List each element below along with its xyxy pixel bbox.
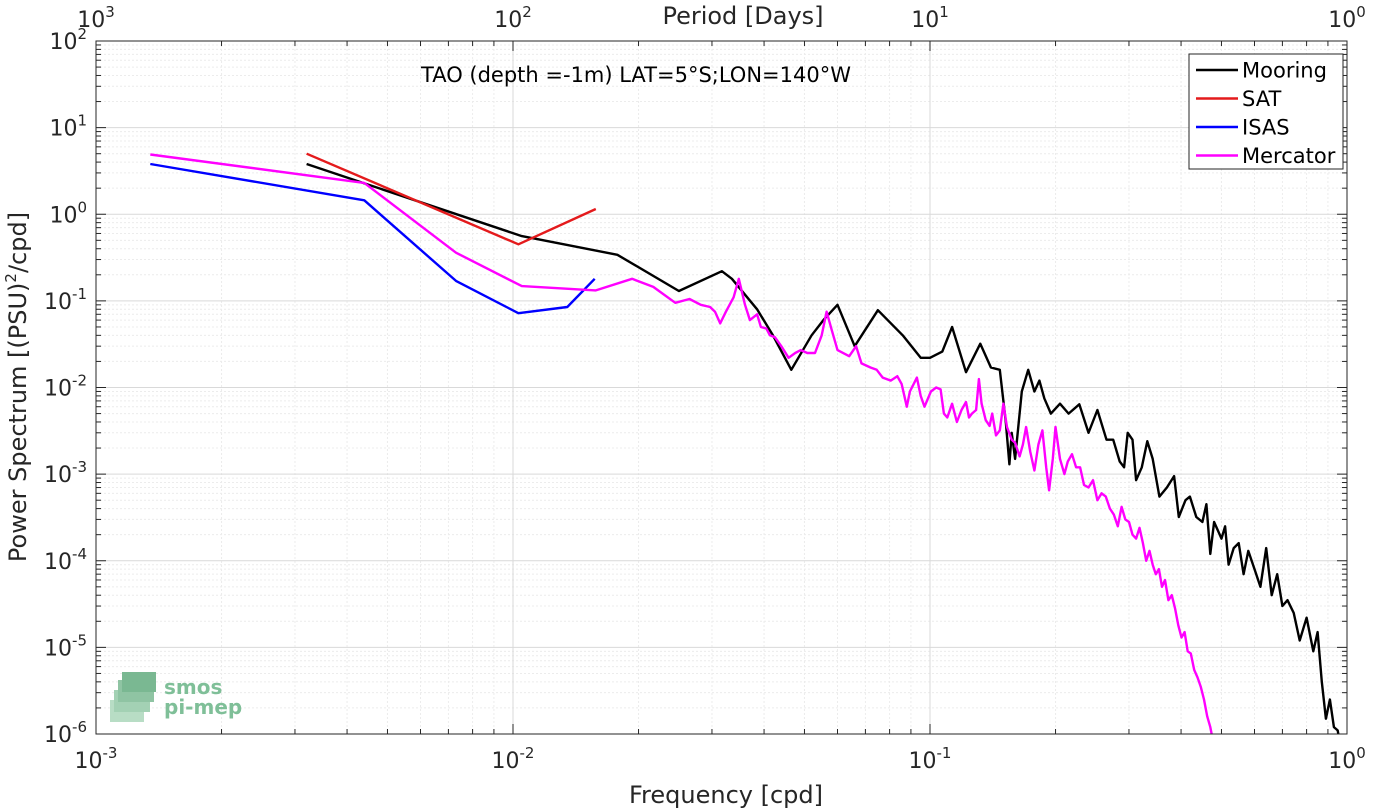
series-line-mooring <box>306 162 1340 734</box>
legend: Mooring SAT ISAS Mercator <box>1188 53 1344 170</box>
y-tick-base: 10 <box>44 636 72 661</box>
y-axis-label: Power Spectrum [(PSU)2/cpd] <box>2 212 32 562</box>
top-tick-exp: 3 <box>105 3 115 21</box>
x-tick-label: 10-3 <box>75 744 118 774</box>
x-tick-label: 100 <box>1328 744 1366 774</box>
x-tick-label: 10-1 <box>909 744 952 774</box>
top-axis-label: Period [Days] <box>662 2 823 30</box>
top-tick-label: 103 <box>77 3 115 33</box>
top-tick-exp: 1 <box>939 3 949 21</box>
legend-label-isas: ISAS <box>1242 116 1290 140</box>
y-tick-label: 10-4 <box>44 545 87 575</box>
y-tick-exp: -2 <box>72 372 87 390</box>
x-tick-exp: 0 <box>1356 744 1366 762</box>
top-tick-label: 101 <box>911 3 949 33</box>
top-tick-exp: 2 <box>522 3 532 21</box>
top-tick-base: 10 <box>1328 8 1356 33</box>
y-tick-label: 10-5 <box>44 631 87 661</box>
y-tick-label: 100 <box>49 198 87 228</box>
major-grid <box>96 41 1347 734</box>
chart-title: TAO (depth =-1m) LAT=5°S;LON=140°W <box>420 63 851 87</box>
y-tick-exp: 1 <box>77 112 87 130</box>
y-tick-base: 10 <box>44 723 72 748</box>
y-tick-exp: -3 <box>72 458 87 476</box>
top-tick-labels: 103 102 101 100 <box>77 3 1366 33</box>
y-axis-label-sup: 2 <box>2 273 20 283</box>
y-tick-label: 10-1 <box>44 285 87 315</box>
y-tick-base: 10 <box>49 203 77 228</box>
y-tick-base: 10 <box>44 463 72 488</box>
series-layer <box>150 152 1340 734</box>
x-tick-base: 10 <box>1328 749 1356 774</box>
smos-pi-mep-logo: smos pi-mep <box>110 672 242 722</box>
y-tick-base: 10 <box>44 377 72 402</box>
x-tick-label: 10-2 <box>492 744 535 774</box>
y-tick-label: 10-3 <box>44 458 87 488</box>
x-tick-base: 10 <box>492 749 520 774</box>
x-axis-label: Frequency [cpd] <box>629 781 823 809</box>
series-line-sat <box>306 152 597 246</box>
top-tick-label: 102 <box>494 3 532 33</box>
minor-grid <box>96 41 1347 734</box>
series-line-mercator <box>150 153 1213 734</box>
x-tick-exp: -1 <box>937 744 952 762</box>
x-tick-base: 10 <box>75 749 103 774</box>
y-tick-exp: -5 <box>72 631 87 649</box>
top-tick-base: 10 <box>911 8 939 33</box>
legend-label-sat: SAT <box>1242 87 1281 111</box>
legend-label-mercator: Mercator <box>1242 144 1336 168</box>
y-tick-base: 10 <box>49 30 77 55</box>
x-tick-exp: -3 <box>103 744 118 762</box>
top-tick-base: 10 <box>77 8 105 33</box>
x-tick-base: 10 <box>909 749 937 774</box>
series-line-isas <box>150 162 596 315</box>
y-tick-exp: -4 <box>72 545 87 563</box>
x-tick-labels: 10-3 10-2 10-1 100 <box>75 744 1366 774</box>
legend-box <box>1188 53 1344 170</box>
y-tick-base: 10 <box>44 290 72 315</box>
y-axis-label-tail: /cpd] <box>4 212 32 273</box>
y-tick-label: 10-2 <box>44 372 87 402</box>
y-tick-exp: 2 <box>77 25 87 43</box>
logo-line-2: pi-mep <box>164 695 242 719</box>
y-tick-label: 10-6 <box>44 718 87 748</box>
y-tick-base: 10 <box>44 550 72 575</box>
top-tick-base: 10 <box>494 8 522 33</box>
y-tick-label: 101 <box>49 112 87 142</box>
y-tick-exp: -1 <box>72 285 87 303</box>
legend-label-mooring: Mooring <box>1242 59 1327 83</box>
x-tick-exp: -2 <box>520 744 535 762</box>
y-axis-label-base: Power Spectrum [(PSU) <box>4 283 32 562</box>
top-tick-exp: 0 <box>1356 3 1366 21</box>
y-tick-exp: 0 <box>77 198 87 216</box>
y-tick-label: 102 <box>49 25 87 55</box>
logo-layer-4 <box>122 672 156 692</box>
top-tick-label: 100 <box>1328 3 1366 33</box>
y-tick-exp: -6 <box>72 718 87 736</box>
plot-frame <box>95 40 1348 735</box>
y-tick-base: 10 <box>49 117 77 142</box>
logo-line-1: smos <box>164 675 222 699</box>
